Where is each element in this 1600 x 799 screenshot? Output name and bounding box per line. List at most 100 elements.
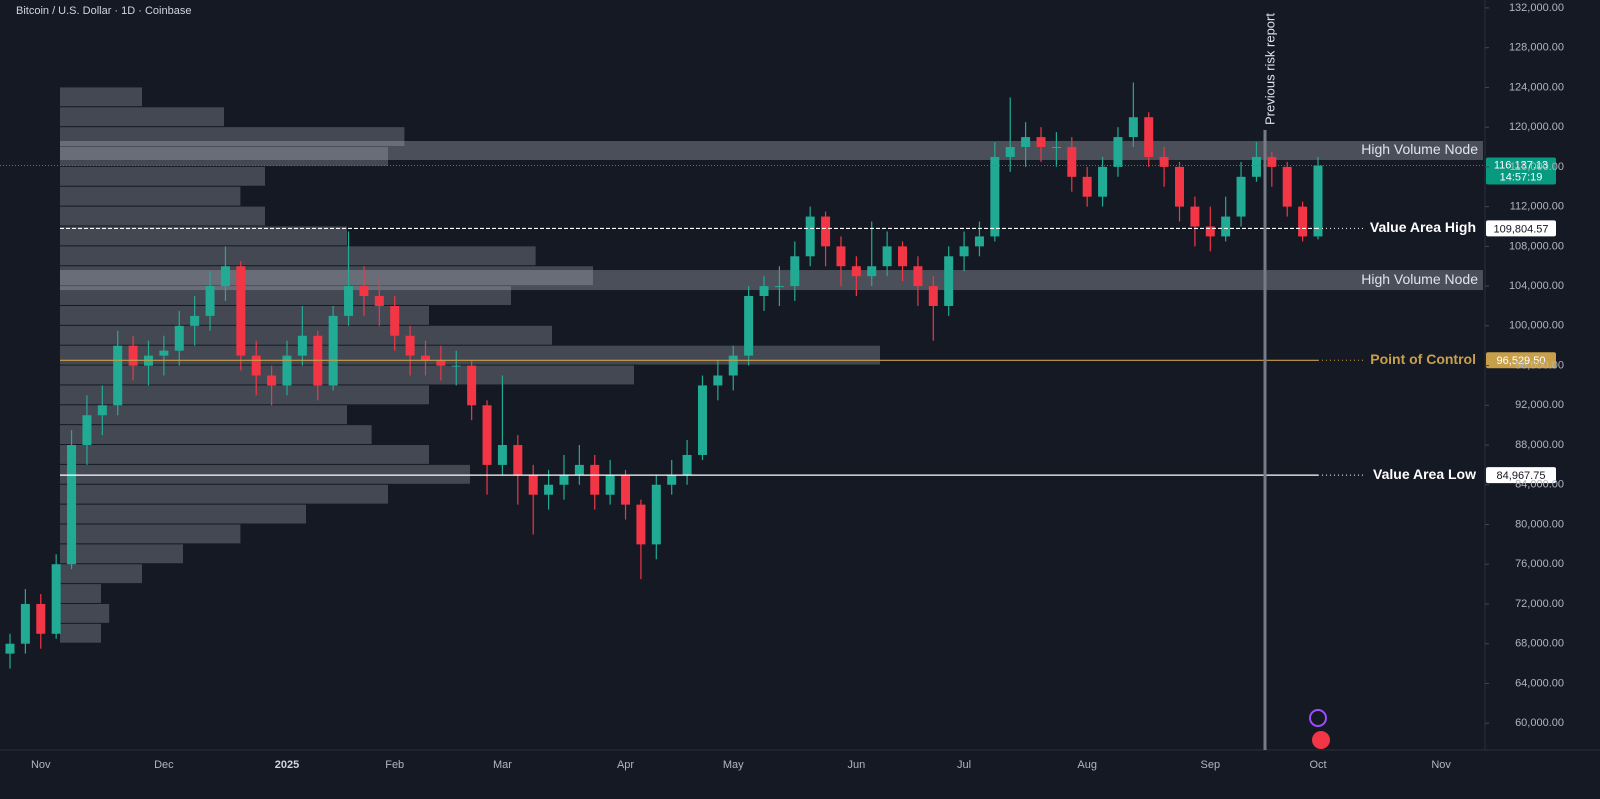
profile-bar bbox=[60, 623, 101, 643]
candle-body bbox=[236, 266, 246, 356]
candle-body bbox=[467, 365, 477, 406]
candle-body bbox=[713, 375, 723, 386]
y-tick-label: 96,000.00 bbox=[1515, 359, 1564, 371]
candles bbox=[5, 82, 1323, 669]
y-tick-label: 100,000.00 bbox=[1509, 320, 1564, 332]
candle-body bbox=[1128, 117, 1138, 138]
candle-body bbox=[651, 484, 661, 545]
profile-bar bbox=[60, 147, 388, 166]
candle-body bbox=[1221, 216, 1231, 237]
candle-body bbox=[1082, 176, 1092, 197]
icon[interactable] bbox=[1309, 709, 1327, 727]
axes: 132,000.00 128,000.00 124,000.00 120,000.00… bbox=[31, 2, 1564, 771]
profile-bar bbox=[60, 166, 265, 186]
last-price-label: 116,137.13 bbox=[1494, 159, 1548, 171]
candle-body bbox=[944, 256, 954, 306]
y-tick-label: 64,000.00 bbox=[1515, 677, 1564, 689]
y-tick-label: 128,000.00 bbox=[1509, 42, 1564, 54]
last-price-box bbox=[1486, 157, 1556, 185]
candle-body bbox=[990, 156, 1000, 237]
level-price: 84,967.75 bbox=[1497, 470, 1546, 482]
profile-bar bbox=[60, 544, 183, 564]
candle-body bbox=[867, 266, 877, 277]
candle-body bbox=[1313, 165, 1323, 237]
candle-body bbox=[1005, 147, 1015, 157]
y-tick-label: 116,000.00 bbox=[1510, 161, 1564, 173]
x-tick-label: Dec bbox=[154, 759, 174, 771]
y-tick-label: 76,000.00 bbox=[1515, 558, 1564, 570]
x-tick-label: Mar bbox=[493, 759, 512, 771]
level-name: Value Area Low bbox=[1373, 466, 1476, 482]
profile-bar bbox=[60, 484, 388, 504]
profile-bar bbox=[60, 87, 142, 107]
candle-body bbox=[928, 286, 938, 306]
y-tick-label: 68,000.00 bbox=[1515, 638, 1564, 650]
profile-bar bbox=[60, 564, 142, 584]
candle-body bbox=[82, 415, 92, 446]
candle-body bbox=[882, 246, 892, 267]
candle-body bbox=[451, 365, 461, 367]
candle-body bbox=[697, 385, 707, 455]
candle-body bbox=[1159, 156, 1169, 167]
candle-body bbox=[328, 315, 338, 386]
band bbox=[60, 140, 1483, 160]
candle-body bbox=[220, 266, 230, 287]
y-tick-label: 120,000.00 bbox=[1509, 121, 1564, 133]
y-tick-label: 72,000.00 bbox=[1515, 598, 1564, 610]
candle-body bbox=[513, 445, 523, 475]
candle-body bbox=[913, 266, 923, 287]
level-price: 109,804.57 bbox=[1493, 223, 1548, 235]
candle-body bbox=[974, 236, 984, 247]
y-tick-label: 88,000.00 bbox=[1515, 439, 1564, 451]
candle-body bbox=[574, 464, 584, 475]
profile-bar bbox=[60, 524, 241, 544]
band-label: High Volume Node bbox=[1361, 271, 1478, 287]
x-tick-label: Apr bbox=[617, 759, 634, 771]
x-tick-label: Jun bbox=[847, 759, 865, 771]
level-box bbox=[1486, 352, 1556, 369]
band-label: High Volume Node bbox=[1361, 141, 1478, 157]
x-tick-label: Nov bbox=[1431, 759, 1451, 771]
bands: High Volume Node High Volume Node bbox=[60, 140, 1483, 291]
candle-body bbox=[297, 335, 307, 356]
candle-body bbox=[790, 256, 800, 287]
y-tick-label: 132,000.00 bbox=[1509, 2, 1564, 14]
profile-bar bbox=[60, 425, 372, 445]
profile-bar bbox=[60, 286, 511, 305]
candle-body bbox=[344, 286, 354, 316]
candle-body bbox=[282, 355, 292, 386]
profile-bar bbox=[60, 246, 536, 266]
annotation-text: Previous risk report bbox=[1262, 13, 1277, 125]
profile-bar bbox=[60, 385, 429, 405]
candle-body bbox=[359, 286, 369, 297]
x-tick-label: Oct bbox=[1309, 759, 1326, 771]
candle-body bbox=[821, 216, 831, 247]
candle-body bbox=[113, 345, 123, 406]
candle-body bbox=[1144, 117, 1154, 157]
profile-bar bbox=[60, 464, 470, 484]
level-price: 96,529.50 bbox=[1497, 355, 1546, 367]
candle-body bbox=[405, 335, 415, 356]
candle-body bbox=[97, 405, 107, 416]
candle-body bbox=[390, 305, 400, 336]
profile-bar bbox=[60, 206, 265, 226]
level-name: Point of Control bbox=[1370, 351, 1476, 367]
candle-body bbox=[128, 345, 138, 366]
y-tick-label: 80,000.00 bbox=[1515, 518, 1564, 530]
y-tick-label: 92,000.00 bbox=[1515, 399, 1564, 411]
candle-body bbox=[636, 504, 646, 545]
candle-body bbox=[682, 454, 692, 475]
x-tick-label: 2025 bbox=[275, 759, 299, 771]
candle-body bbox=[374, 296, 384, 306]
candle-body bbox=[1251, 156, 1261, 177]
candle-body bbox=[174, 325, 184, 351]
y-tick-label: 60,000.00 bbox=[1515, 717, 1564, 729]
profile-bar bbox=[60, 127, 405, 147]
candle-body bbox=[1267, 156, 1277, 167]
icon[interactable] bbox=[1312, 731, 1330, 749]
last-price-timer: 14:57:19 bbox=[1500, 171, 1543, 183]
profile-bar bbox=[60, 266, 593, 286]
x-tick-label: Aug bbox=[1077, 759, 1097, 771]
candle-body bbox=[1098, 166, 1108, 197]
